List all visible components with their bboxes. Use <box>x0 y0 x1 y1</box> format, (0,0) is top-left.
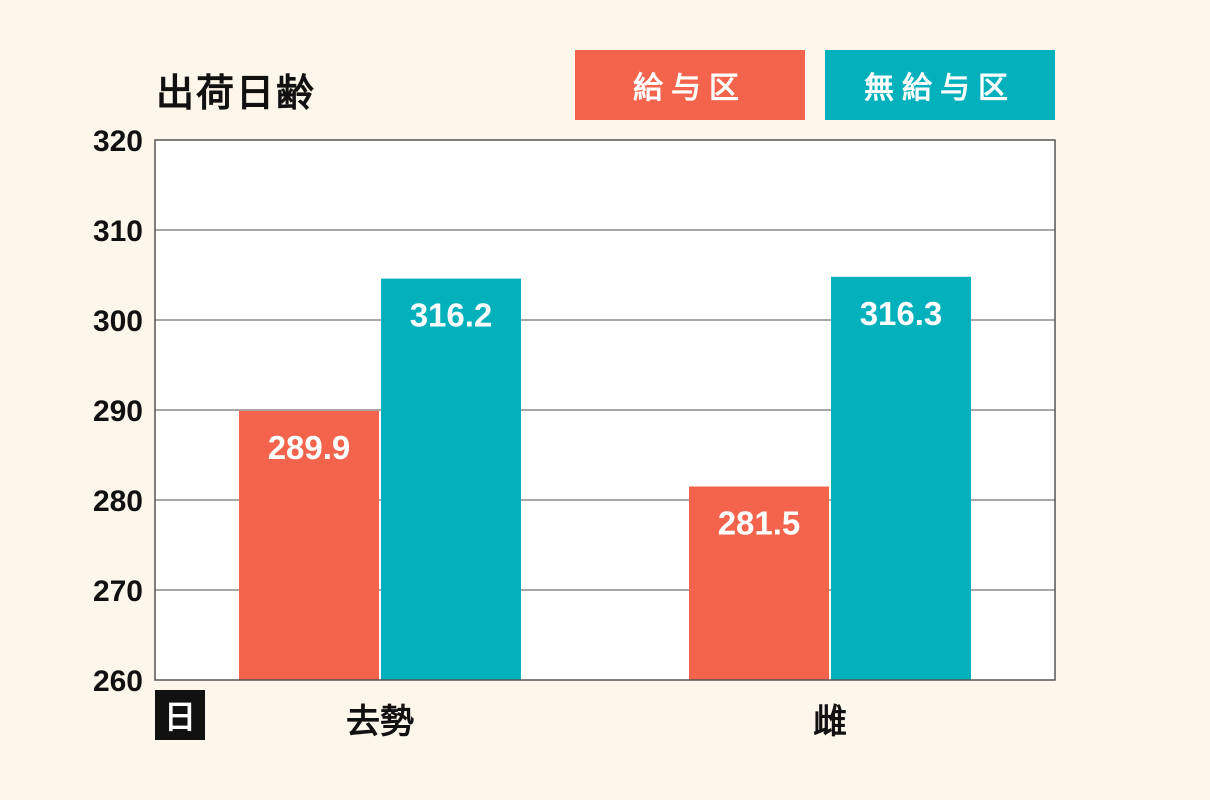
y-tick-label-0: 260 <box>93 665 143 698</box>
chart-title: 出荷日齢 <box>156 71 317 115</box>
y-tick-label-2: 280 <box>93 485 143 518</box>
bar-1-1 <box>239 410 379 680</box>
y-tick-label-1: 270 <box>93 575 143 608</box>
data-label-1-2: 281.5 <box>718 505 801 542</box>
y-tick-label-4: 300 <box>93 305 143 338</box>
x-tick-label-2: 雌 <box>813 702 847 742</box>
bar-2-2 <box>831 276 971 680</box>
bar-2-1 <box>381 278 521 680</box>
x-tick-label-1: 去勢 <box>346 702 414 742</box>
y-tick-label-5: 310 <box>93 215 143 248</box>
legend-label-series-1: 給与区 <box>633 71 747 106</box>
legend-label-series-2: 無給与区 <box>864 71 1016 106</box>
bar-1-2 <box>689 486 829 680</box>
legend-item-series-1: 給与区 <box>575 50 805 120</box>
data-label-1-1: 289.9 <box>268 429 351 466</box>
y-tick-label-3: 290 <box>93 395 143 428</box>
plot-border <box>154 139 1056 681</box>
data-label-2-2: 316.3 <box>860 295 943 332</box>
legend-item-series-2: 無給与区 <box>825 50 1055 120</box>
y-tick-label-6: 320 <box>93 125 143 158</box>
y-unit-badge: 日 <box>155 690 205 740</box>
data-label-2-1: 316.2 <box>410 297 493 334</box>
